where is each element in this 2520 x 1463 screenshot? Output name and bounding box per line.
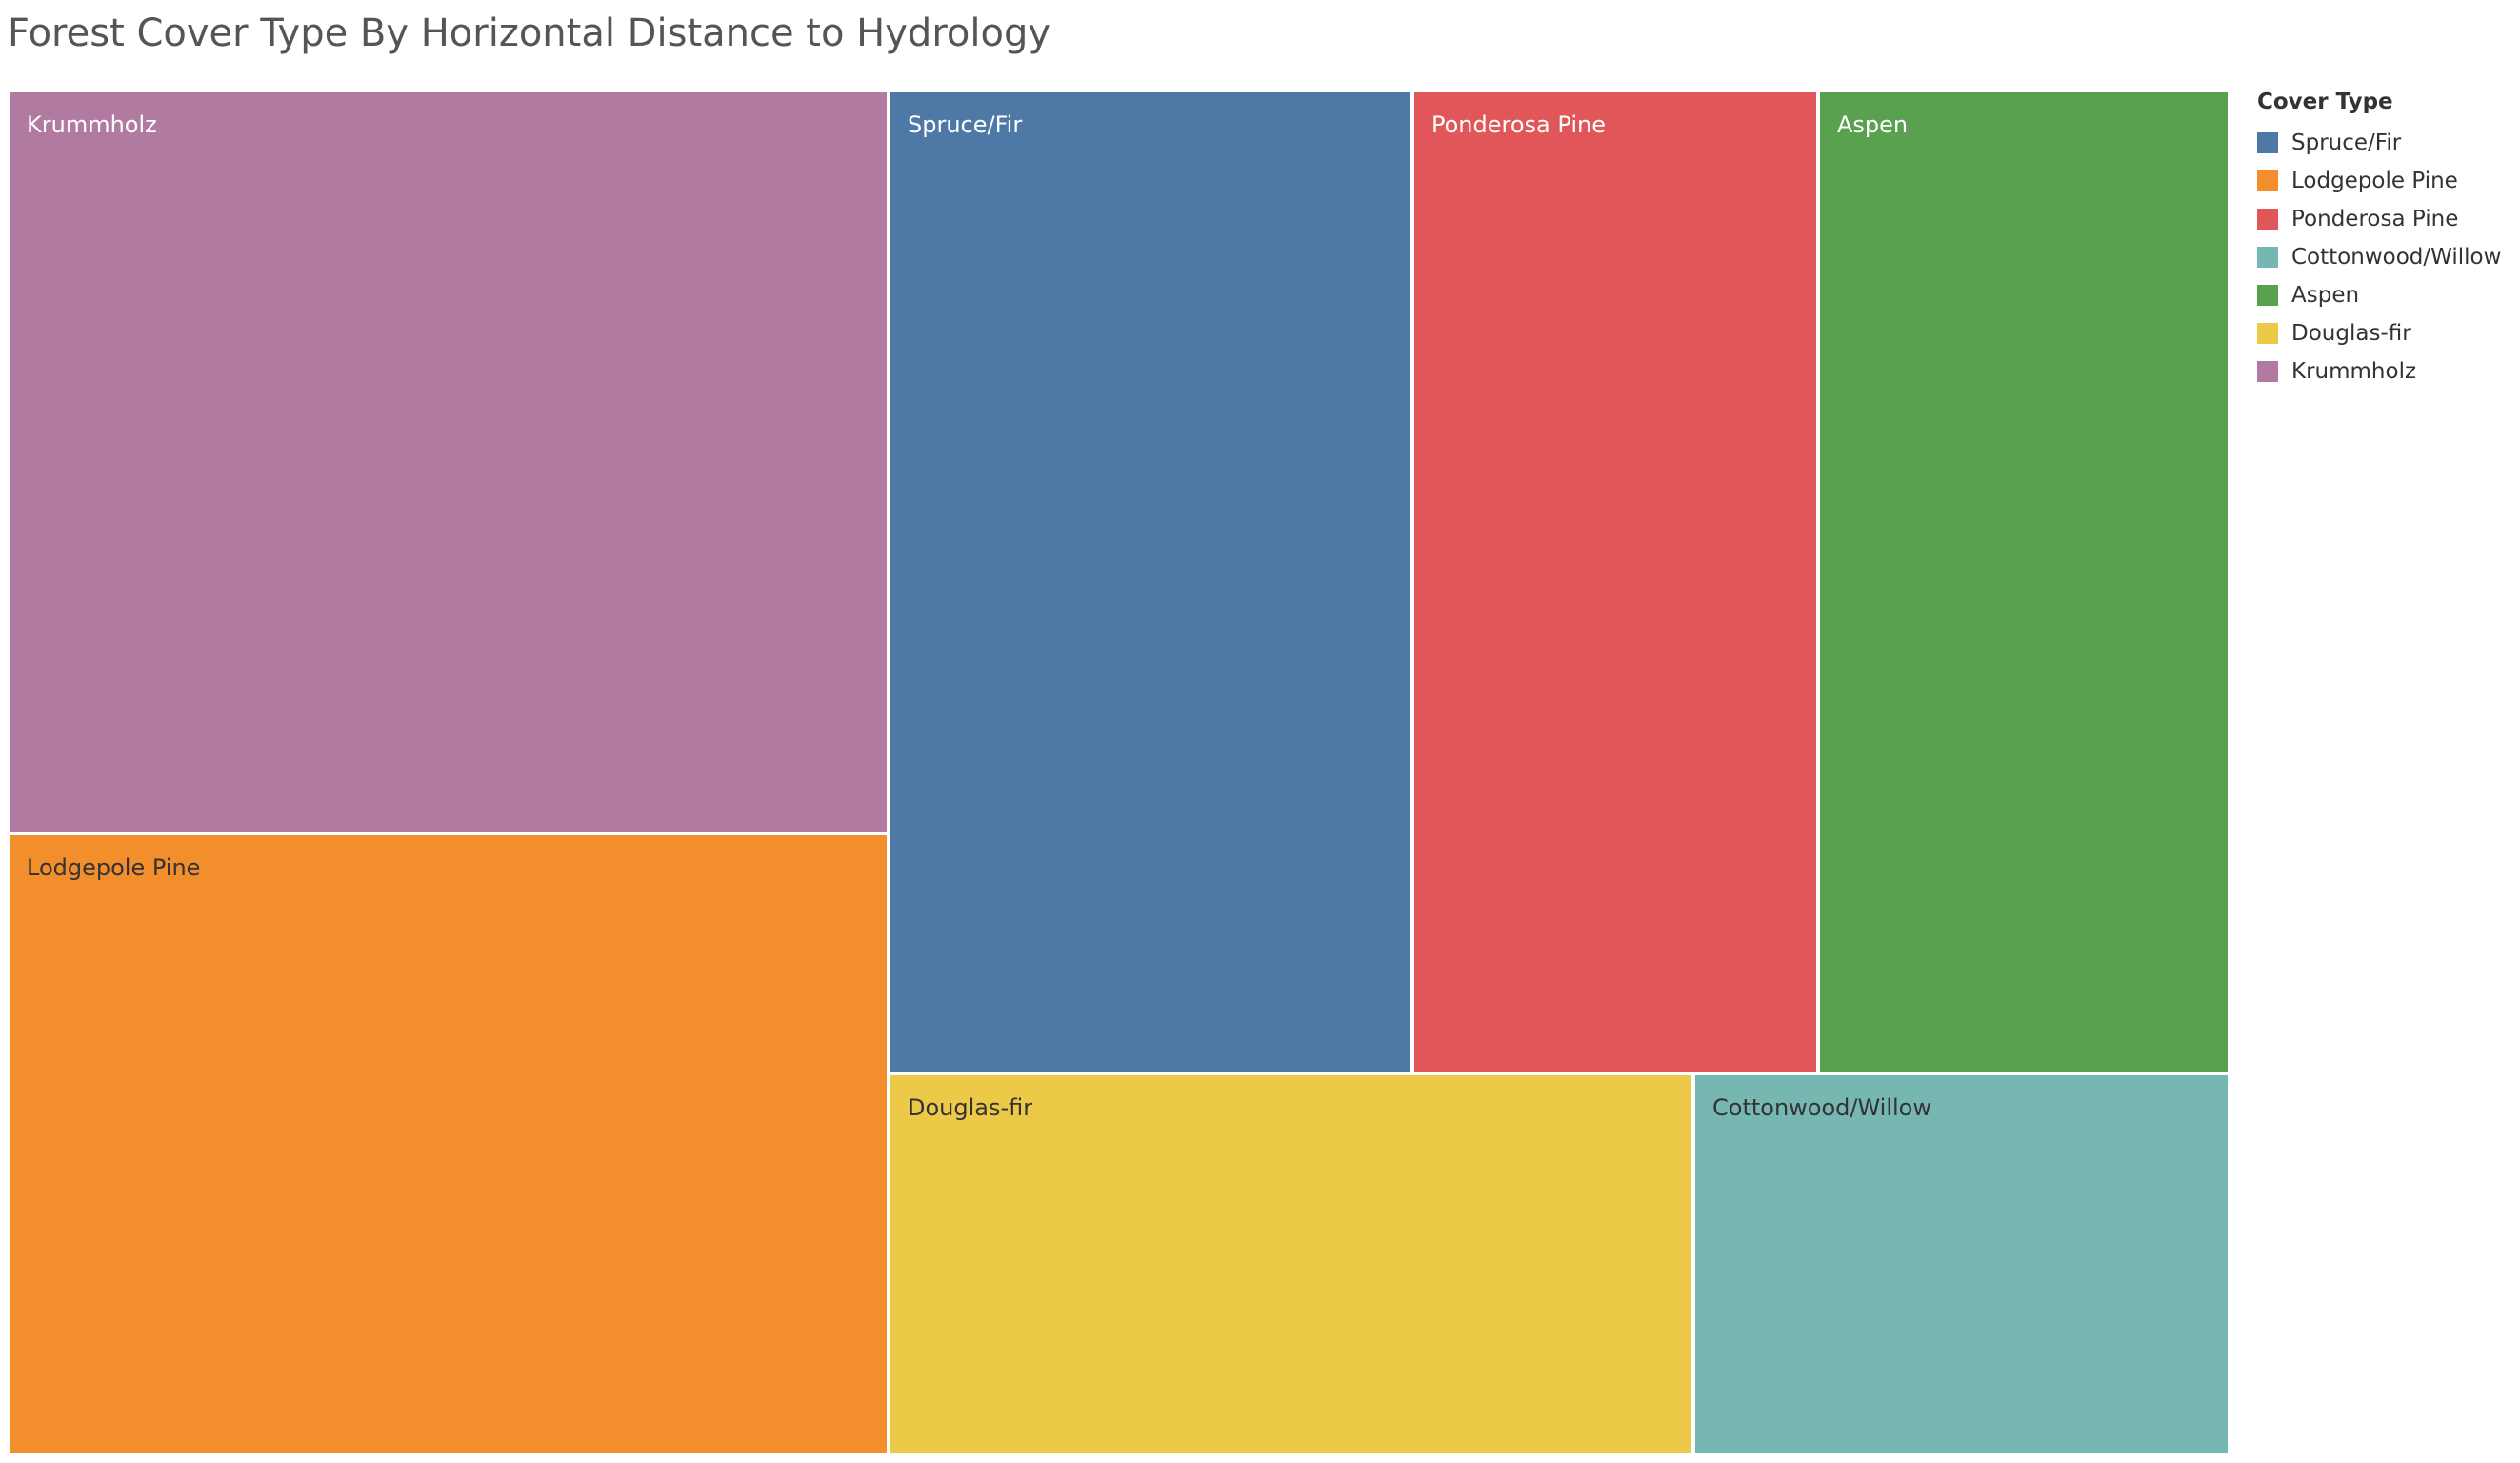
legend-swatch: [2257, 209, 2278, 230]
chart-title: Forest Cover Type By Horizontal Distance…: [8, 11, 1050, 55]
legend-swatch: [2257, 323, 2278, 344]
treemap-tile[interactable]: Cottonwood/Willow: [1693, 1073, 2230, 1454]
treemap-tile[interactable]: Douglas-fir: [889, 1073, 1693, 1454]
legend-items: Spruce/Fir Lodgepole Pine Ponderosa Pine Co…: [2257, 124, 2514, 391]
treemap-tile-label: Cottonwood/Willow: [1712, 1094, 1931, 1121]
treemap-tile[interactable]: Krummholz: [8, 90, 889, 833]
legend-label: Lodgepole Pine: [2291, 169, 2458, 193]
treemap-tile-label: Ponderosa Pine: [1431, 111, 1606, 138]
treemap-tile[interactable]: Ponderosa Pine: [1412, 90, 1818, 1073]
legend-item[interactable]: Spruce/Fir: [2257, 124, 2514, 162]
legend-label: Cottonwood/Willow: [2291, 245, 2502, 270]
legend-label: Krummholz: [2291, 359, 2417, 384]
treemap-tile-label: Aspen: [1837, 111, 1909, 138]
treemap-tile-label: Krummholz: [27, 111, 157, 138]
legend-swatch: [2257, 170, 2278, 191]
treemap: Krummholz Lodgepole Pine Spruce/Fir Pondero…: [8, 90, 2230, 1454]
legend-swatch: [2257, 132, 2278, 153]
treemap-tile-label: Lodgepole Pine: [27, 854, 201, 881]
legend-label: Ponderosa Pine: [2291, 207, 2459, 231]
legend-swatch: [2257, 361, 2278, 382]
treemap-tile-label: Douglas-fir: [908, 1094, 1033, 1121]
legend-item[interactable]: Krummholz: [2257, 352, 2514, 391]
legend-swatch: [2257, 285, 2278, 306]
treemap-tile[interactable]: Spruce/Fir: [889, 90, 1412, 1073]
legend-item[interactable]: Aspen: [2257, 276, 2514, 314]
legend-item[interactable]: Lodgepole Pine: [2257, 162, 2514, 200]
legend-label: Aspen: [2291, 283, 2360, 308]
legend-item[interactable]: Cottonwood/Willow: [2257, 238, 2514, 276]
treemap-tile[interactable]: Aspen: [1818, 90, 2230, 1073]
legend-swatch: [2257, 247, 2278, 268]
treemap-tile-label: Spruce/Fir: [908, 111, 1023, 138]
legend-label: Douglas-fir: [2291, 321, 2411, 346]
treemap-tile[interactable]: Lodgepole Pine: [8, 833, 889, 1454]
legend-item[interactable]: Ponderosa Pine: [2257, 200, 2514, 238]
legend-title: Cover Type: [2257, 90, 2393, 114]
legend-item[interactable]: Douglas-fir: [2257, 314, 2514, 352]
legend: Cover Type Spruce/Fir Lodgepole Pine Ponde…: [2257, 90, 2514, 391]
legend-label: Spruce/Fir: [2291, 130, 2402, 155]
